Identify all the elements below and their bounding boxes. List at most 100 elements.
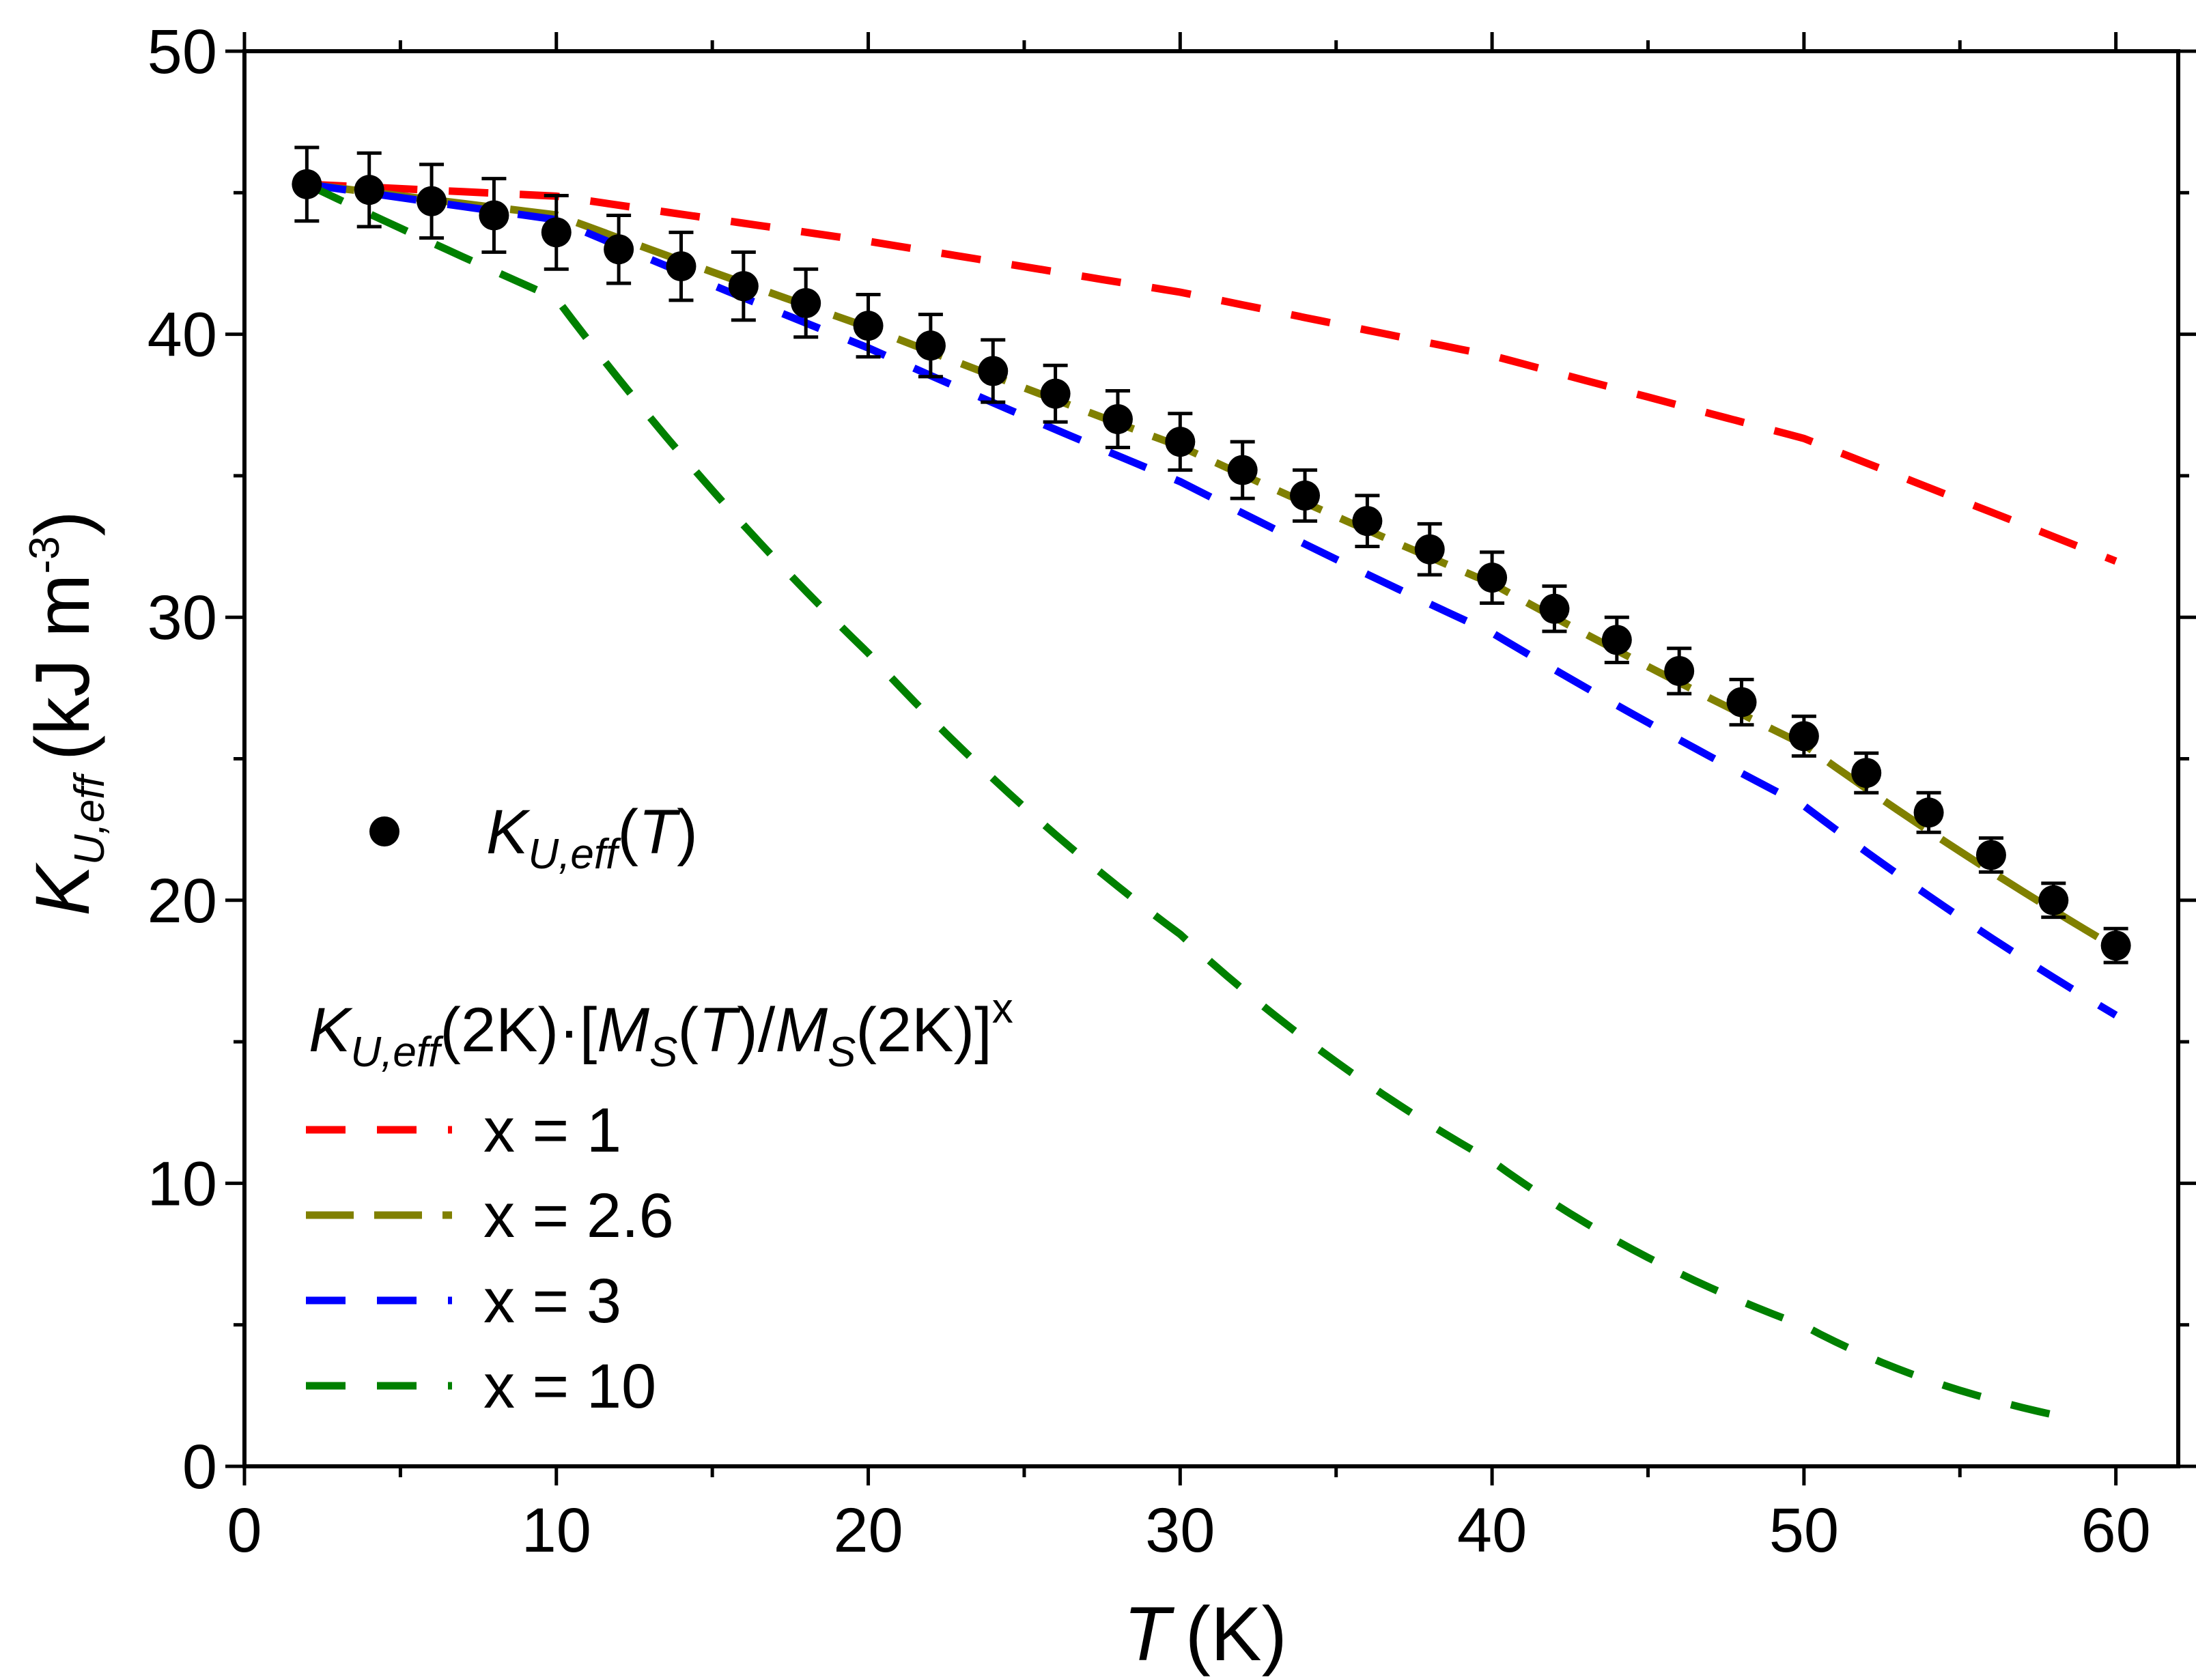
data-marker [1165, 427, 1196, 457]
data-marker [1539, 593, 1570, 624]
y-tick-label: 50 [147, 17, 217, 87]
y-axis-symbol: K [20, 862, 105, 916]
data-point [1975, 836, 2006, 874]
y-tick-label: 30 [147, 583, 217, 653]
data-marker [604, 234, 634, 265]
y-tick-label: 40 [147, 300, 217, 370]
data-marker [417, 186, 447, 216]
data-marker [1477, 563, 1508, 593]
x-axis-symbol: T [1123, 1591, 1175, 1677]
data-marker [853, 311, 884, 341]
x-tick-label: 60 [2081, 1496, 2150, 1565]
data-point [1726, 677, 1757, 727]
model-line-x-2-6 [306, 180, 2118, 952]
data-point [1601, 615, 1632, 665]
x-tick-label: 50 [1769, 1496, 1839, 1565]
legend: KU,eff(T) KU,eff(2K)·[MS(T)/MS(2K)]x x =… [306, 797, 1013, 1421]
data-point [292, 145, 322, 223]
data-marker [479, 200, 509, 231]
y-axis-subscript: U,eff [66, 771, 113, 865]
data-marker [1664, 655, 1695, 686]
y-axis-unit: (kJ m [20, 574, 105, 761]
y-axis-unit-exponent: -3 [21, 536, 68, 573]
y-axis-unit-close: ) [20, 511, 105, 536]
data-point [1227, 440, 1258, 500]
data-marker [1851, 758, 1882, 788]
x-axis-title: T (K) [1123, 1591, 1287, 1677]
data-marker [2100, 930, 2131, 961]
data-points [292, 145, 2131, 965]
data-marker [728, 271, 759, 302]
data-point [666, 230, 696, 302]
x-tick-labels: 0 10 20 30 40 50 60 [227, 1496, 2150, 1565]
data-point [2038, 881, 2069, 920]
data-point [915, 313, 946, 379]
data-marker [978, 356, 1009, 386]
legend-marker-data [369, 816, 399, 846]
x-tick-label: 40 [1457, 1496, 1527, 1565]
data-marker [354, 175, 384, 205]
data-marker [1788, 721, 1819, 752]
legend-label-x-2-6: x = 2.6 [483, 1181, 674, 1251]
y-tick-labels: 0 10 20 30 40 50 [147, 17, 217, 1502]
data-point [1851, 751, 1882, 795]
data-point [1913, 791, 1944, 834]
y-axis-title: KU,eff (kJ m-3) [20, 511, 113, 916]
data-point [604, 213, 634, 285]
data-point [728, 250, 759, 322]
data-point [354, 151, 384, 229]
legend-label-x-1: x = 1 [483, 1096, 621, 1165]
data-marker [541, 217, 572, 248]
data-marker [915, 330, 946, 361]
data-point [1539, 584, 1570, 633]
data-point [1352, 494, 1383, 549]
model-line-x-3 [306, 180, 2118, 1019]
legend-label-x-10: x = 10 [483, 1352, 656, 1421]
legend-label-data: KU,eff(T) [486, 797, 698, 878]
legend-lines: x = 1 x = 2.6 x = 3 x = 10 [306, 1096, 674, 1421]
data-marker [1975, 840, 2006, 870]
x-tick-label: 30 [1145, 1496, 1215, 1565]
data-marker [2038, 885, 2069, 915]
data-point [1664, 646, 1695, 696]
data-point [1414, 522, 1445, 577]
data-point [417, 162, 447, 240]
legend-formula: KU,eff(2K)·[MS(T)/MS(2K)]x [309, 985, 1013, 1076]
data-marker [791, 287, 821, 318]
data-point [1290, 468, 1321, 523]
x-tick-label: 10 [522, 1496, 591, 1565]
data-marker [1227, 455, 1258, 485]
y-tick-label: 20 [147, 866, 217, 936]
data-marker [292, 169, 322, 199]
model-line-x-10 [305, 180, 2055, 1419]
data-point [2100, 926, 2131, 965]
data-point [1102, 389, 1133, 449]
data-point [1040, 363, 1071, 424]
x-tick-label: 0 [227, 1496, 262, 1565]
data-point [853, 293, 884, 359]
y-tick-label: 0 [182, 1432, 217, 1502]
data-marker [1290, 480, 1321, 511]
data-marker [1913, 797, 1944, 828]
plot-frame [242, 49, 2180, 1468]
data-marker [1601, 625, 1632, 655]
model-line-x-1 [307, 180, 2117, 565]
data-marker [1352, 506, 1383, 537]
data-point [791, 267, 821, 339]
data-marker [1102, 403, 1133, 434]
data-point [1165, 412, 1196, 472]
y-tick-label: 10 [147, 1149, 217, 1219]
data-point [541, 193, 572, 271]
x-axis-unit: (K) [1185, 1591, 1287, 1677]
data-point [479, 177, 509, 254]
data-marker [666, 251, 696, 282]
x-tick-label: 20 [833, 1496, 903, 1565]
legend-label-x-3: x = 3 [483, 1266, 621, 1336]
data-marker [1040, 378, 1071, 409]
data-marker [1726, 687, 1757, 717]
data-point [1477, 550, 1508, 605]
data-point [1788, 714, 1819, 758]
data-marker [1414, 534, 1445, 565]
data-point [978, 338, 1009, 404]
